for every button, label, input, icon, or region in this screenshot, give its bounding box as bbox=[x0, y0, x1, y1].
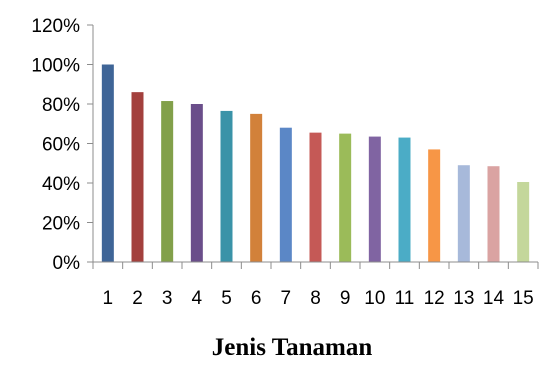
bar-7 bbox=[279, 127, 292, 262]
x-tick-label: 5 bbox=[221, 288, 232, 309]
x-tick-label: 15 bbox=[513, 288, 534, 309]
y-tick-label: 80% bbox=[42, 95, 80, 116]
x-tick-label: 7 bbox=[281, 288, 292, 309]
x-tick-label: 9 bbox=[340, 288, 351, 309]
x-tick-label: 11 bbox=[395, 288, 415, 309]
bar-5 bbox=[220, 110, 233, 262]
bar-15 bbox=[517, 182, 530, 262]
x-tick-label: 1 bbox=[103, 288, 114, 309]
bar-12 bbox=[428, 149, 441, 262]
bar-4 bbox=[190, 104, 203, 262]
bar-14 bbox=[487, 166, 500, 262]
y-tick-label: 100% bbox=[31, 56, 80, 77]
x-axis-title: Jenis Tanaman bbox=[212, 334, 373, 361]
bar-13 bbox=[457, 165, 470, 262]
x-tick-label: 2 bbox=[132, 288, 143, 309]
bar-10 bbox=[368, 136, 381, 262]
bar-6 bbox=[250, 113, 263, 262]
bar-2 bbox=[131, 92, 144, 263]
bars bbox=[101, 64, 530, 263]
bar-8 bbox=[309, 132, 322, 262]
bar-11 bbox=[398, 137, 411, 262]
x-tick-label: 4 bbox=[192, 288, 203, 309]
x-tick-label: 12 bbox=[424, 288, 445, 309]
y-tick-label: 0% bbox=[53, 253, 81, 274]
x-tick-label: 13 bbox=[453, 288, 474, 309]
y-tick-label: 20% bbox=[42, 214, 80, 235]
y-tick-label: 40% bbox=[42, 174, 80, 195]
x-tick-label: 10 bbox=[364, 288, 385, 309]
x-tick-label: 3 bbox=[162, 288, 173, 309]
y-tick-label: 60% bbox=[42, 135, 80, 156]
x-tick-label: 14 bbox=[483, 288, 505, 309]
x-axis-ticks: 1 2 3 4 5 6 7 8 9 10 11 12 13 14 15 bbox=[92, 262, 539, 309]
y-tick-label: 120% bbox=[31, 16, 80, 37]
x-tick-label: 6 bbox=[251, 288, 262, 309]
y-axis-ticks: 0% 20% 40% 60% 80% 100% 120% bbox=[31, 16, 93, 274]
x-tick-label: 8 bbox=[310, 288, 321, 309]
bar-3 bbox=[161, 101, 174, 262]
bar-9 bbox=[339, 133, 352, 262]
bar-1 bbox=[101, 64, 114, 262]
